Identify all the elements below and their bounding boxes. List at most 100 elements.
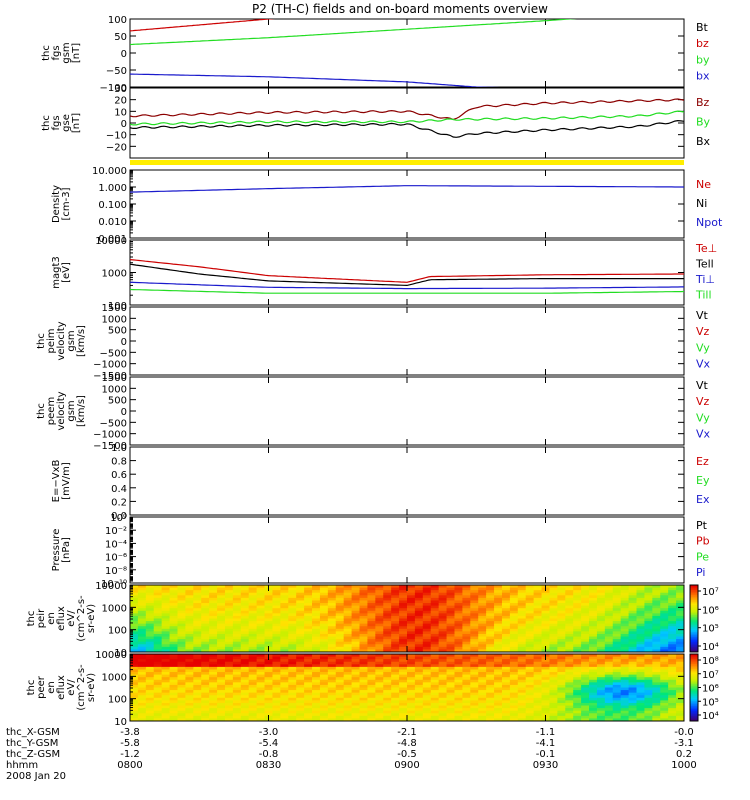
spectrogram-cell xyxy=(288,649,297,652)
y-tick-label: 10 xyxy=(114,717,127,728)
spectrogram-cell xyxy=(280,626,289,630)
spectrogram-cell xyxy=(636,590,646,594)
spectrogram-cell xyxy=(573,682,582,686)
spectrogram-cell xyxy=(573,636,582,640)
spectrogram-cell xyxy=(557,669,566,673)
spectrogram-cell xyxy=(628,600,638,604)
spectrogram-cell xyxy=(335,674,345,678)
spectrogram-cell xyxy=(501,705,511,709)
spectrogram-cell xyxy=(612,603,622,607)
spectrogram-cell xyxy=(620,608,630,612)
spectrogram-cell xyxy=(644,644,653,648)
spectrogram-cell xyxy=(304,695,313,699)
spectrogram-cell xyxy=(209,613,218,617)
spectrogram-cell xyxy=(430,621,440,625)
spectrogram-cell xyxy=(367,608,376,612)
spectrogram-cell xyxy=(383,605,392,609)
spectrogram-cell xyxy=(351,677,361,681)
spectrogram-cell xyxy=(130,608,139,612)
colorbar-cell xyxy=(690,601,698,604)
spectrogram-cell xyxy=(153,692,163,696)
spectrogram-cell xyxy=(248,610,258,614)
spectrogram-cell xyxy=(517,631,527,635)
spectrogram-cell xyxy=(478,708,487,712)
spectrogram-cell xyxy=(185,654,194,658)
spectrogram-cell xyxy=(470,618,479,622)
y-tick-label: 100 xyxy=(108,626,127,637)
spectrogram-cell xyxy=(399,644,408,648)
spectrogram-cell xyxy=(209,718,218,721)
spectrogram-cell xyxy=(478,684,487,689)
spectrogram-cell xyxy=(201,710,210,714)
spectrogram-cell xyxy=(501,623,511,627)
spectrogram-cell xyxy=(193,623,202,627)
spectrogram-cell xyxy=(462,697,471,701)
spectrogram-cell xyxy=(581,595,590,599)
spectrogram-cell xyxy=(589,641,598,645)
spectrogram-cell xyxy=(288,687,297,691)
spectrogram-cell xyxy=(660,705,669,709)
spectrogram-cell xyxy=(652,687,661,691)
spectrogram-cell xyxy=(668,595,677,599)
spectrogram-cell xyxy=(620,710,630,714)
spectrogram-cell xyxy=(161,690,171,694)
spectrogram-cell xyxy=(541,692,551,696)
spectrogram-cell xyxy=(161,590,171,594)
spectrogram-cell xyxy=(596,600,606,604)
spectrogram-cell xyxy=(137,697,147,701)
spectrogram-cell xyxy=(541,702,551,707)
spectrogram-cell xyxy=(517,687,527,691)
spectrogram-cell xyxy=(604,592,614,596)
panel-frame xyxy=(129,446,685,516)
spectrogram-cell xyxy=(288,659,297,663)
spectrogram-cell xyxy=(217,610,226,614)
spectrogram-cell xyxy=(185,597,194,602)
spectrogram-cell xyxy=(145,649,155,652)
spectrogram-cell xyxy=(161,613,171,617)
legend-Bx: Bx xyxy=(696,135,711,148)
spectrogram-cell xyxy=(185,700,194,704)
y-tick-label: 0.8 xyxy=(111,457,127,468)
y-tick-label: −1000 xyxy=(93,430,127,441)
y-axis-label-line: gsm xyxy=(66,400,77,421)
spectrogram-cell xyxy=(407,692,416,696)
spectrogram-cell xyxy=(628,587,638,591)
y-axis-label-line: thc xyxy=(36,333,47,349)
spectrogram-cell xyxy=(541,605,551,609)
spectrogram-cell xyxy=(217,633,226,638)
colorbar-cell xyxy=(690,650,698,653)
spectrogram-cell xyxy=(375,615,384,620)
spectrogram-cell xyxy=(256,695,266,699)
spectrogram-cell xyxy=(169,592,179,596)
spectrogram-cell xyxy=(351,636,361,640)
spectrogram-cell xyxy=(620,687,630,691)
spectrogram-cell xyxy=(137,672,147,676)
spectrogram-cell xyxy=(217,613,226,617)
spectrogram-cell xyxy=(525,672,535,676)
spectrogram-cell xyxy=(470,631,479,635)
spectrogram-cell xyxy=(137,656,147,660)
spectrogram-cell xyxy=(620,697,630,701)
spectrogram-cell xyxy=(596,623,606,627)
spectrogram-cell xyxy=(549,679,558,683)
spectrogram-cell xyxy=(224,641,234,645)
spectrogram-cell xyxy=(573,626,582,630)
spectrogram-cell xyxy=(304,585,313,589)
spectrogram-cell xyxy=(494,597,503,602)
spectrogram-cell xyxy=(628,705,638,709)
spectrogram-cell xyxy=(130,692,139,696)
spectrogram-cell xyxy=(359,623,369,627)
spectrogram-cell xyxy=(676,661,684,665)
spectrogram-cell xyxy=(596,666,606,671)
spectrogram-cell xyxy=(549,644,558,648)
spectrogram-cell xyxy=(217,618,226,622)
spectrogram-cell xyxy=(668,636,677,640)
spectrogram-cell xyxy=(375,636,384,640)
y-axis-label-line: eflux xyxy=(56,675,67,700)
spectrogram-cell xyxy=(335,715,345,720)
spectrogram-cell xyxy=(240,674,250,678)
spectrogram-cell xyxy=(359,710,369,714)
spectrogram-cell xyxy=(177,603,186,607)
spectrogram-cell xyxy=(533,695,543,699)
